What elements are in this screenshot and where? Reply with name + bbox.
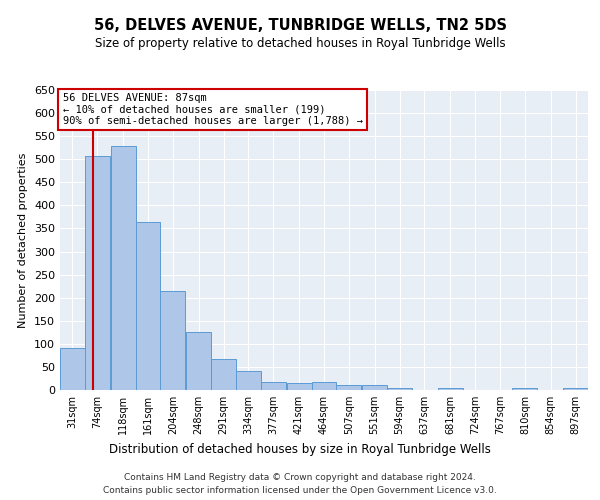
- Bar: [60, 348, 85, 390]
- Text: Contains public sector information licensed under the Open Government Licence v3: Contains public sector information licen…: [103, 486, 497, 495]
- Bar: [110, 146, 136, 390]
- Bar: [387, 388, 412, 390]
- Bar: [186, 332, 211, 390]
- Text: Size of property relative to detached houses in Royal Tunbridge Wells: Size of property relative to detached ho…: [95, 38, 505, 51]
- Bar: [437, 388, 463, 390]
- Bar: [136, 222, 160, 390]
- Text: Distribution of detached houses by size in Royal Tunbridge Wells: Distribution of detached houses by size …: [109, 442, 491, 456]
- Bar: [236, 370, 261, 390]
- Text: 56, DELVES AVENUE, TUNBRIDGE WELLS, TN2 5DS: 56, DELVES AVENUE, TUNBRIDGE WELLS, TN2 …: [94, 18, 506, 32]
- Bar: [362, 386, 387, 390]
- Bar: [337, 385, 361, 390]
- Bar: [512, 388, 538, 390]
- Bar: [261, 382, 286, 390]
- Bar: [160, 291, 185, 390]
- Text: 56 DELVES AVENUE: 87sqm
← 10% of detached houses are smaller (199)
90% of semi-d: 56 DELVES AVENUE: 87sqm ← 10% of detache…: [62, 93, 362, 126]
- Text: Contains HM Land Registry data © Crown copyright and database right 2024.: Contains HM Land Registry data © Crown c…: [124, 472, 476, 482]
- Y-axis label: Number of detached properties: Number of detached properties: [19, 152, 28, 328]
- Bar: [287, 382, 311, 390]
- Bar: [563, 388, 588, 390]
- Bar: [211, 358, 236, 390]
- Bar: [311, 382, 337, 390]
- Bar: [85, 156, 110, 390]
